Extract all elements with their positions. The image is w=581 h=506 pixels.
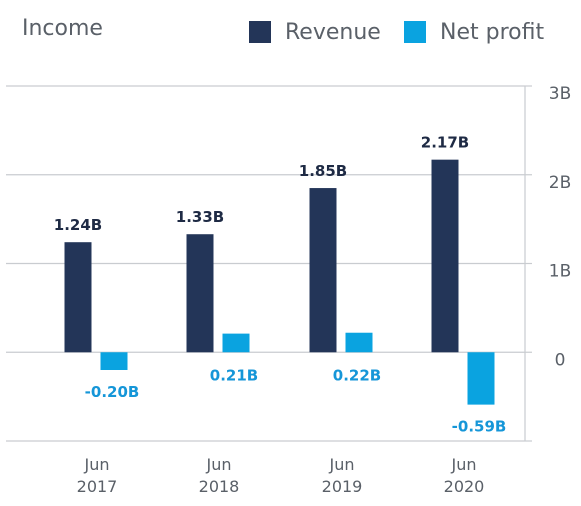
x-tick-label-year: 2018	[199, 477, 240, 496]
net-profit-bar	[222, 333, 250, 353]
x-tick-label-month: Jun	[451, 455, 477, 474]
legend-swatch-revenue	[249, 21, 271, 43]
revenue-bar	[186, 234, 214, 353]
x-tick-label-month: Jun	[84, 455, 110, 474]
x-tick-label-month: Jun	[329, 455, 355, 474]
x-tick-label-year: 2019	[322, 477, 363, 496]
x-tick-label-year: 2020	[444, 477, 485, 496]
legend-item-net-profit: Net profit	[404, 17, 544, 47]
net-profit-bar	[467, 352, 495, 405]
y-tick-label: 2B	[549, 173, 571, 193]
y-tick-label: 1B	[549, 262, 571, 282]
revenue-data-label: 1.24B	[54, 216, 102, 234]
legend-label-revenue: Revenue	[285, 19, 381, 45]
revenue-data-label: 1.85B	[299, 162, 347, 180]
x-tick-label-month: Jun	[206, 455, 232, 474]
y-tick-label: 0	[555, 350, 566, 370]
y-tick-label: 3B	[549, 84, 571, 104]
revenue-bar	[64, 242, 92, 353]
legend-label-net-profit: Net profit	[440, 19, 545, 45]
net-profit-bar	[345, 332, 373, 353]
revenue-bar	[309, 188, 337, 353]
revenue-data-label: 1.33B	[176, 208, 224, 226]
revenue-bar	[431, 159, 459, 353]
legend-swatch-net-profit	[404, 21, 426, 43]
net-profit-data-label: -0.59B	[452, 418, 507, 436]
revenue-data-label: 2.17B	[421, 134, 469, 152]
chart-title: Income	[22, 16, 103, 41]
legend-item-revenue: Revenue	[249, 17, 381, 47]
net-profit-bar	[100, 352, 128, 370]
net-profit-data-label: 0.22B	[333, 366, 381, 384]
x-tick-label-year: 2017	[77, 477, 118, 496]
net-profit-data-label: 0.21B	[210, 366, 258, 384]
net-profit-data-label: -0.20B	[85, 383, 140, 401]
